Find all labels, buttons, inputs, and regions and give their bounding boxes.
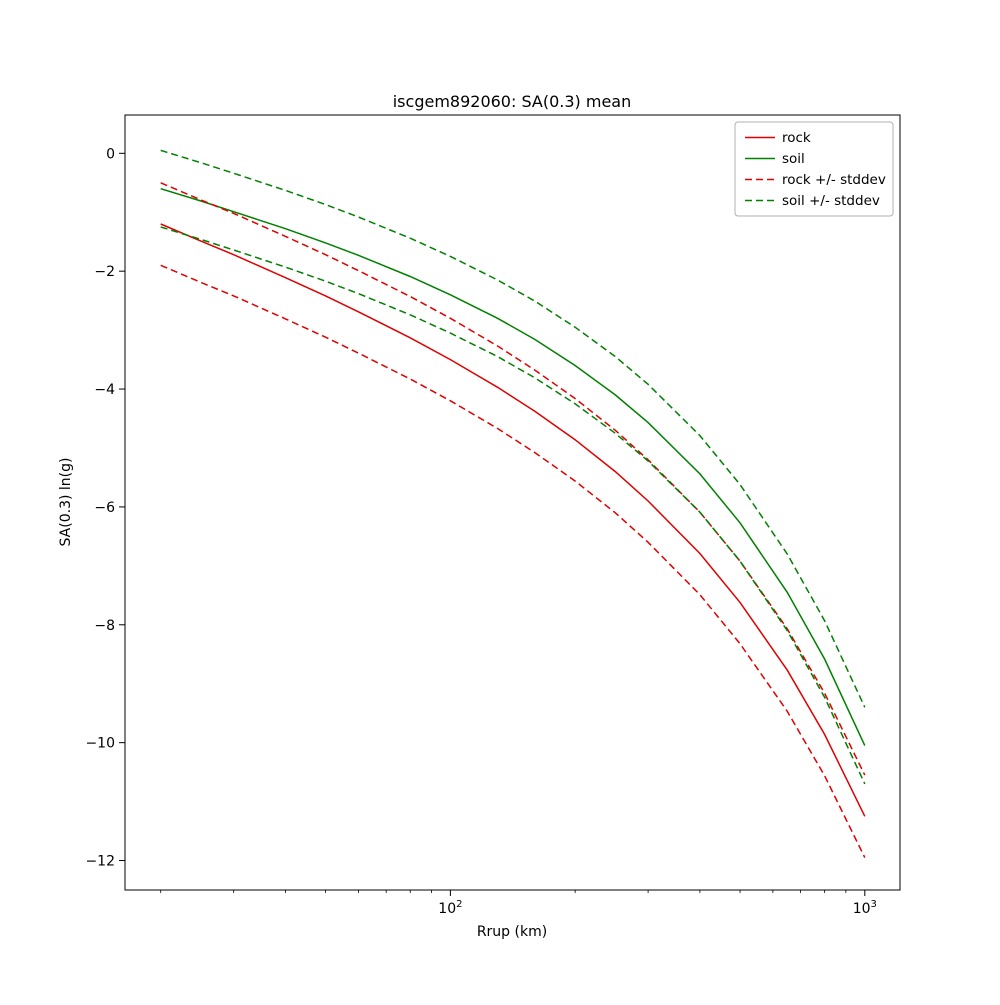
y-tick-label: 0 (106, 146, 115, 162)
y-tick-label: −2 (94, 264, 115, 280)
legend-label: rock (782, 130, 811, 146)
axes-frame (124, 114, 901, 891)
series-line-rock-stddev-upper (160, 182, 866, 776)
series-line-soil-stddev-lower (160, 226, 866, 785)
legend-label: soil (782, 151, 805, 167)
series-line-rock-stddev-lower (160, 264, 866, 858)
x-tick-label: 102 (438, 899, 462, 917)
y-tick-label: −4 (94, 382, 115, 398)
plot-area: 102 103 0 −2 −4 −6 −8 −10 −12 rock soil rock +/- st… (85, 114, 901, 917)
y-tick-label: −10 (85, 736, 115, 752)
chart-title: iscgem892060: SA(0.3) mean (393, 92, 632, 111)
x-axis-label: Rrup (km) (477, 924, 547, 940)
x-tick-label: 103 (853, 899, 877, 917)
y-tick-label: −8 (94, 618, 115, 634)
legend-label: soil +/- stddev (782, 193, 880, 209)
legend-label: rock +/- stddev (782, 172, 886, 188)
y-tick-label: −6 (94, 500, 115, 516)
y-tick-label: −12 (85, 854, 115, 870)
legend (734, 121, 894, 217)
series-line-rock (160, 223, 866, 817)
series-line-soil-stddev-upper (160, 149, 866, 708)
y-axis-label: SA(0.3) ln(g) (58, 458, 74, 547)
series-line-soil (160, 187, 866, 746)
